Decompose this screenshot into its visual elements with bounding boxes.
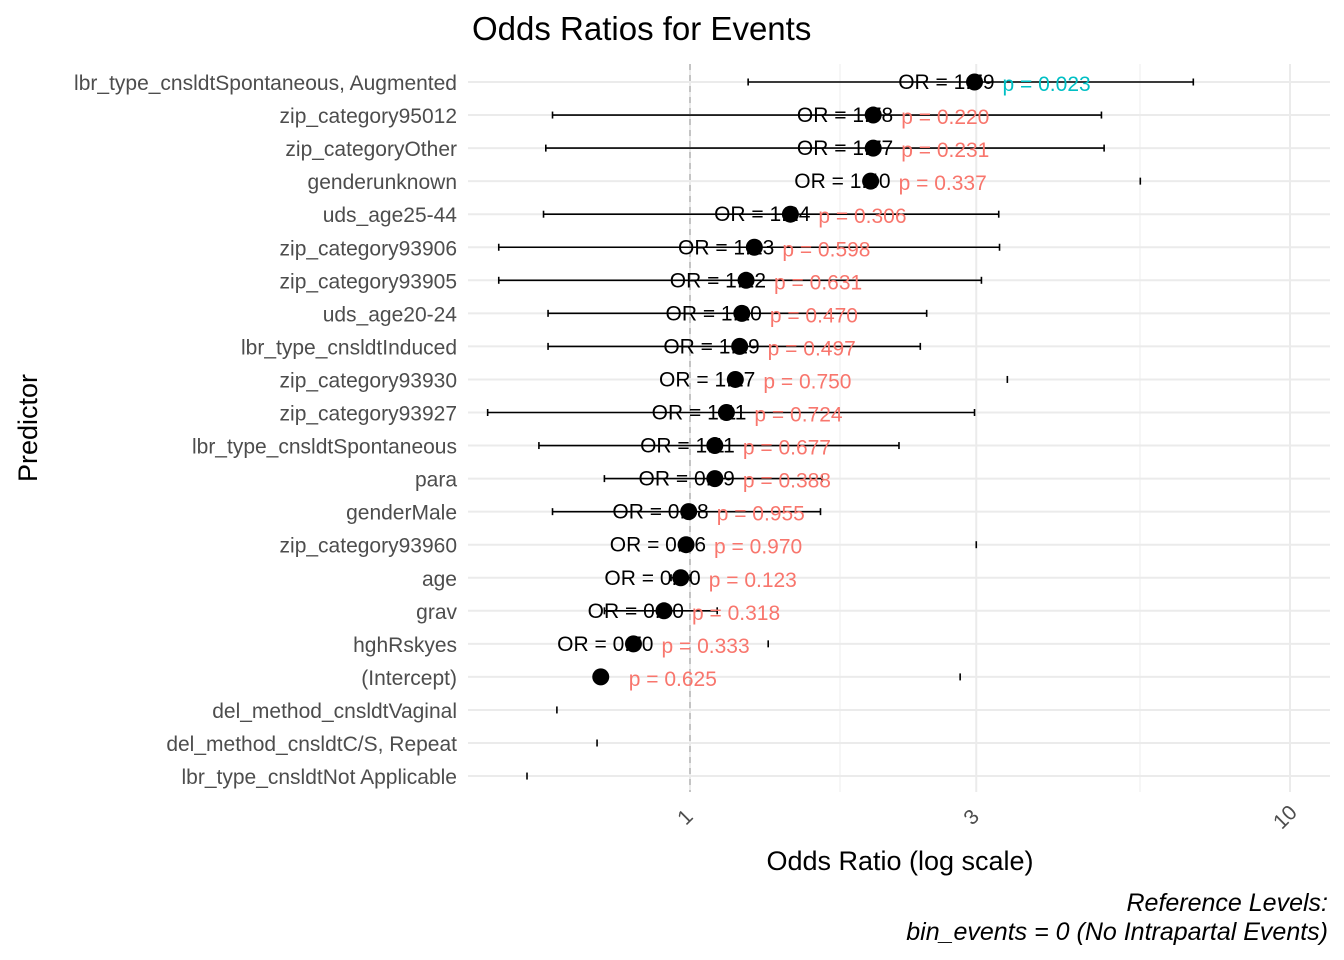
- or-label: OR = 1.23: [678, 236, 774, 259]
- p-value-label: p = 0.724: [754, 404, 842, 427]
- estimate-point: [680, 503, 698, 521]
- predictor-label: uds_age20-24: [323, 303, 458, 326]
- estimate-point: [624, 635, 642, 653]
- p-value-label: p = 0.598: [782, 238, 870, 261]
- predictor-label: age: [422, 568, 457, 591]
- p-value-label: p = 0.023: [1003, 73, 1091, 96]
- or-label: OR = 0.98: [612, 501, 708, 524]
- or-label: OR = 1.11: [652, 402, 747, 425]
- or-label: OR = 1.79: [898, 71, 994, 94]
- or-label: OR = 0.99: [639, 468, 735, 491]
- p-value-label: p = 0.388: [743, 470, 831, 493]
- p-value-labels: p = 0.023 p = 0.220 p = 0.231 p = 0.337 p = …: [629, 73, 1091, 691]
- predictor-label: grav: [416, 601, 457, 624]
- estimate-point: [781, 205, 799, 223]
- p-value-label: p = 0.497: [768, 337, 856, 360]
- predictor-label: zip_category93905: [280, 270, 457, 293]
- or-label: OR = 1.40: [794, 170, 890, 193]
- predictor-label: zip_categoryOther: [285, 138, 457, 161]
- chart-title: Odds Ratios for Events: [472, 10, 811, 47]
- p-value-label: p = 0.470: [770, 304, 858, 327]
- p-value-label: p = 0.677: [743, 437, 831, 460]
- estimate-point: [862, 172, 880, 190]
- p-value-label: p = 0.337: [899, 172, 987, 195]
- predictor-label: lbr_type_cnsldtSpontaneous, Augmented: [74, 72, 457, 95]
- p-value-label: p = 0.231: [901, 139, 989, 162]
- predictor-label: del_method_cnsldtVaginal: [212, 700, 457, 723]
- predictor-label: lbr_type_cnsldtNot Applicable: [181, 766, 457, 789]
- or-label: OR = 1.78: [797, 104, 893, 127]
- y-axis-tick-labels: lbr_type_cnsldtSpontaneous, Augmented zip…: [74, 72, 457, 789]
- p-value-label: p = 0.750: [763, 370, 851, 393]
- or-label: OR = 1.19: [663, 335, 759, 358]
- x-axis-tick-labels: 1 3 10: [673, 801, 1302, 834]
- y-axis-title: Predictor: [13, 374, 43, 482]
- p-value-label: p = 0.306: [818, 205, 906, 228]
- caption-reference-detail: bin_events = 0 (No Intrapartal Events): [906, 918, 1328, 946]
- or-label: OR = 1.17: [659, 368, 755, 391]
- estimate-point: [864, 106, 882, 124]
- or-label: OR = 1.11: [640, 435, 735, 458]
- estimate-point: [717, 404, 735, 421]
- x-tick-label: 10: [1269, 801, 1302, 834]
- p-value-label: p = 0.625: [629, 668, 717, 691]
- predictor-label: zip_category93930: [280, 369, 457, 392]
- predictor-label: del_method_cnsldtC/S, Repeat: [166, 733, 457, 756]
- estimate-point: [726, 370, 744, 388]
- estimate-point: [706, 437, 724, 455]
- estimate-point: [706, 470, 724, 488]
- p-value-label: p = 0.220: [901, 106, 989, 129]
- predictor-label: zip_category93960: [280, 535, 457, 558]
- predictor-label: para: [415, 469, 457, 492]
- estimate-point: [864, 139, 882, 157]
- predictor-label: genderMale: [346, 502, 457, 525]
- predictor-label: zip_category95012: [280, 105, 457, 128]
- predictor-label: (Intercept): [361, 667, 457, 690]
- predictor-label: lbr_type_cnsldtInduced: [241, 336, 457, 359]
- p-value-label: p = 0.333: [661, 635, 749, 658]
- estimate-point: [655, 602, 673, 620]
- p-value-label: p = 0.970: [714, 536, 802, 559]
- p-value-label: p = 0.955: [717, 503, 805, 526]
- predictor-label: genderunknown: [308, 171, 457, 194]
- caption-reference-levels: Reference Levels:: [1126, 889, 1328, 917]
- x-axis-title: Odds Ratio (log scale): [766, 846, 1033, 876]
- estimate-point: [672, 569, 690, 587]
- or-label: OR = 0.90: [588, 600, 684, 623]
- estimate-point: [592, 668, 610, 686]
- estimate-point: [745, 238, 763, 256]
- or-label: OR = 0.90: [604, 567, 700, 590]
- estimate-point: [733, 304, 751, 322]
- predictor-label: lbr_type_cnsldtSpontaneous: [192, 436, 457, 459]
- estimate-points: [592, 73, 984, 686]
- or-label: OR = 0.70: [557, 633, 653, 656]
- or-label: OR = 1.20: [666, 302, 762, 325]
- or-label: OR = 0.96: [610, 534, 706, 557]
- estimate-point: [677, 536, 695, 554]
- p-value-label: p = 0.631: [774, 271, 862, 294]
- p-value-label: p = 0.318: [692, 602, 780, 625]
- or-label: OR = 1.77: [797, 137, 893, 160]
- predictor-label: zip_category93906: [280, 237, 457, 260]
- predictor-label: hghRskyes: [353, 634, 457, 657]
- x-tick-label: 3: [959, 805, 984, 830]
- estimate-point: [966, 73, 984, 91]
- predictor-label: uds_age25-44: [323, 204, 458, 227]
- x-tick-label: 1: [673, 805, 698, 830]
- p-value-label: p = 0.123: [709, 569, 797, 592]
- or-label: OR = 1.24: [714, 203, 811, 226]
- predictor-label: zip_category93927: [280, 403, 457, 426]
- or-label: OR = 1.22: [670, 269, 766, 292]
- estimate-point: [731, 337, 749, 355]
- estimate-point: [737, 271, 755, 289]
